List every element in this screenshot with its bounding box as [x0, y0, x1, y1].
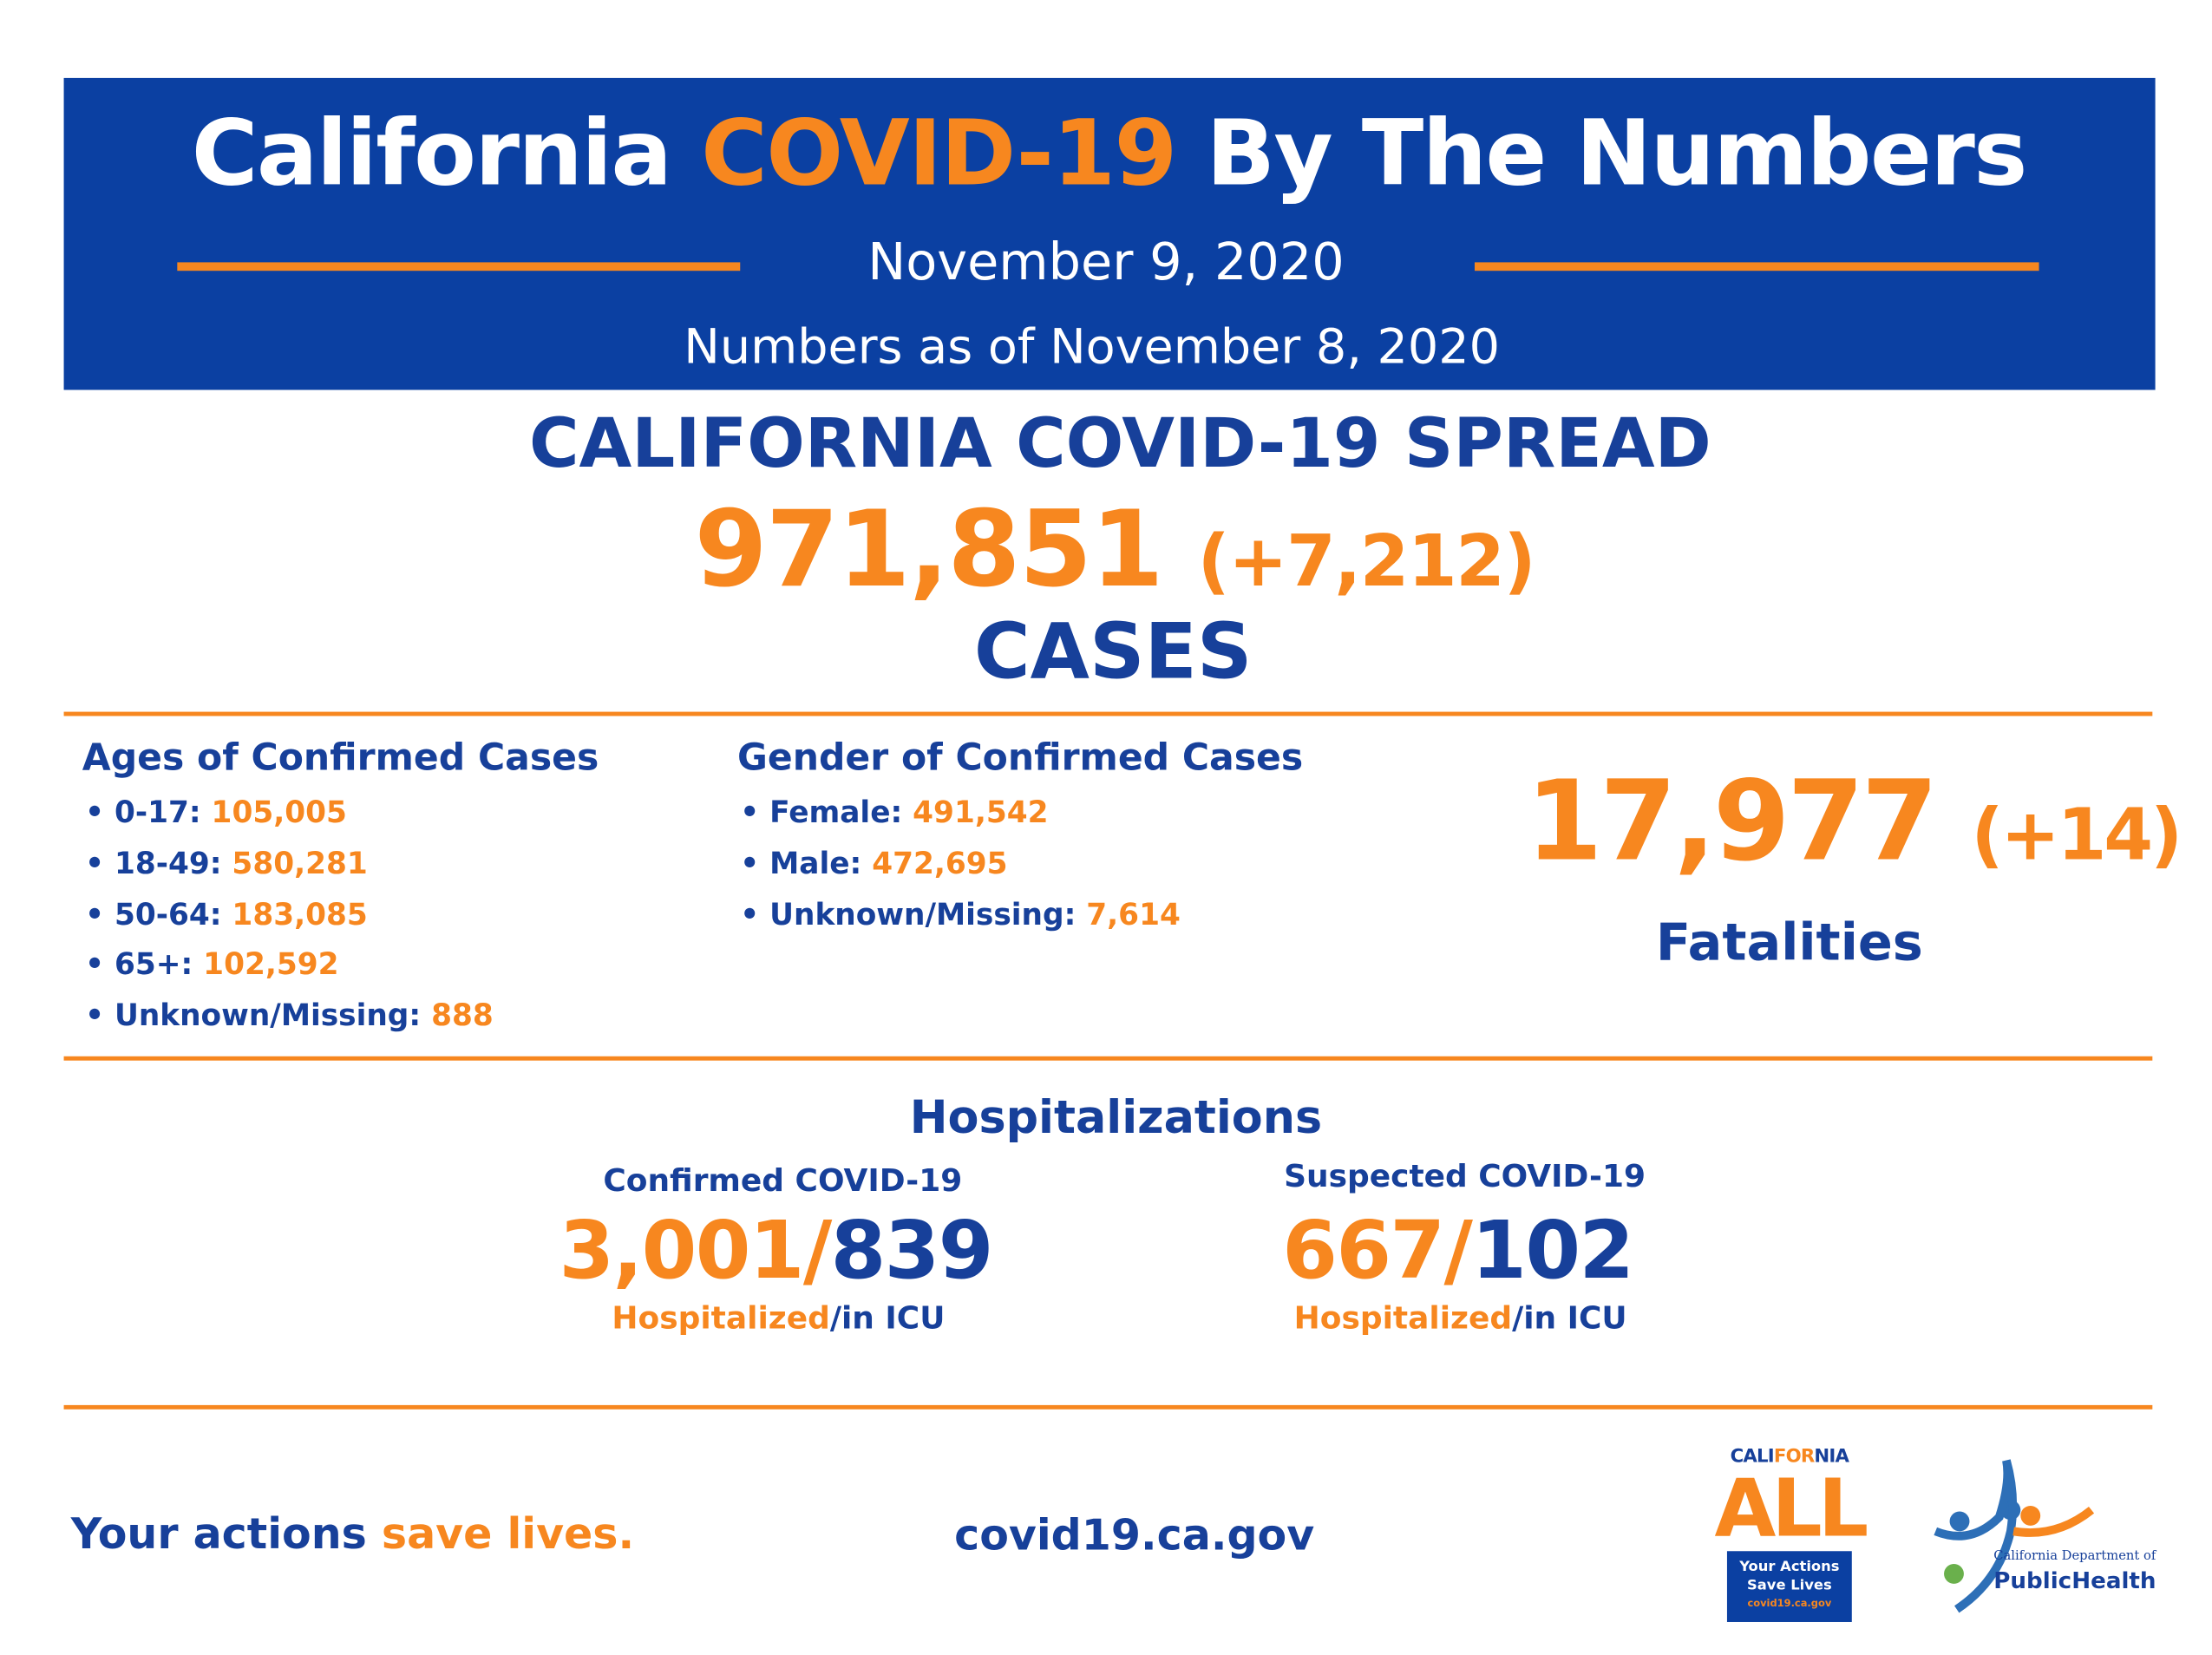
item-label: • 65+: [85, 947, 193, 982]
icu-label-text: /in ICU [1512, 1301, 1627, 1338]
item-value: 183,085 [232, 897, 368, 932]
rule [63, 1404, 2153, 1410]
list-item: • Unknown/Missing: 7,614 [740, 897, 1181, 931]
logo-text: Your Actions [1739, 1560, 1840, 1576]
logo-text: NIA [1814, 1446, 1849, 1468]
gender-title: Gender of Confirmed Cases [736, 736, 1304, 781]
cdph-logo: California Department of PublicHealth [1928, 1453, 2163, 1623]
logo-text: ALL [1714, 1462, 1868, 1556]
logo-text: CALI [1730, 1446, 1775, 1468]
hosp-label-text: Hospitalized [612, 1301, 830, 1338]
item-value: 7,614 [1086, 897, 1181, 932]
title-part: COVID-19 [701, 101, 1177, 207]
list-item: • Male: 472,695 [740, 847, 1007, 880]
title-part: By The Numbers [1206, 101, 2027, 207]
hosp-numbers: 667/102 [1282, 1205, 1634, 1298]
item-label: • 18-49: [85, 846, 222, 880]
icu: 102 [1471, 1205, 1634, 1298]
logo-text: covid19.ca.gov [1747, 1598, 1832, 1610]
item-value: 580,281 [232, 846, 368, 880]
item-value: 102,592 [203, 947, 339, 982]
title-part: California [191, 101, 672, 207]
case-count: 971,851 [694, 488, 1163, 612]
list-item: • 18-49: 580,281 [85, 847, 368, 880]
cases: 971,851 (+7,212) [694, 489, 1535, 612]
fatalities-label: Fatalities [1655, 914, 1923, 973]
item-label: • Male: [740, 846, 862, 880]
hospitalized: 667 [1282, 1205, 1445, 1298]
hosp-numbers: 3,001/839 [559, 1205, 994, 1298]
cases-label: CASES [973, 606, 1253, 697]
item-label: • 0-17: [85, 795, 201, 830]
list-item: • 0-17: 105,005 [85, 795, 347, 829]
case-change: (+7,212) [1197, 520, 1535, 603]
item-value: 472,695 [872, 846, 1008, 880]
fatality-change: (+14) [1971, 794, 2183, 877]
divider [1474, 262, 2039, 271]
header-banner [63, 77, 2156, 390]
hosp-group-title: Confirmed COVID-19 [603, 1164, 962, 1200]
hosp-title: Hospitalizations [909, 1090, 1323, 1145]
hosp-group-title: Suspected COVID-19 [1284, 1160, 1646, 1195]
list-item: • 50-64: 183,085 [85, 897, 368, 931]
date: November 9, 2020 [867, 233, 1345, 292]
fatality-count: 17,977 [1525, 758, 1939, 886]
icu: 839 [830, 1205, 994, 1298]
ages-title: Ages of Confirmed Cases [82, 736, 599, 781]
hosp-label: Hospitalized/in ICU [612, 1302, 945, 1338]
list-item: • Unknown/Missing: 888 [85, 998, 494, 1032]
logo-text: California Department of [1993, 1549, 2156, 1564]
slogan-start: Your actions [70, 1509, 367, 1560]
hosp-label: Hospitalized/in ICU [1294, 1302, 1627, 1338]
title: California COVID-19 By The Numbers [191, 101, 2028, 207]
rule [63, 1056, 2153, 1061]
item-label: • 50-64: [85, 897, 222, 932]
url[interactable]: covid19.ca.gov [954, 1511, 1315, 1561]
logo-text: FOR [1773, 1446, 1815, 1468]
hosp-group-title-text: Suspected COVID-19 [1284, 1160, 1646, 1195]
slogan: Your actions save lives. [71, 1510, 634, 1560]
ca-all-logo: CALIFORNIA ALL Your Actions Save Lives c… [1714, 1446, 1868, 1623]
item-value: 105,005 [211, 795, 347, 830]
hospitalized: 3,001 [559, 1205, 804, 1298]
as-of: Numbers as of November 8, 2020 [684, 318, 1500, 376]
item-label: • Unknown/Missing: [85, 998, 422, 1033]
hosp-group-title-text: Confirmed COVID-19 [603, 1164, 963, 1200]
fatalities: 17,977 (+14) [1525, 758, 2183, 886]
list-item: • Female: 491,542 [740, 795, 1048, 829]
hosp-label-text: Hospitalized [1293, 1301, 1513, 1338]
item-value: 491,542 [913, 795, 1049, 830]
divider [177, 262, 741, 271]
logo-text: PublicHealth [1993, 1567, 2156, 1594]
slogan-end: save lives. [381, 1509, 635, 1560]
item-value: 888 [431, 998, 494, 1033]
logo-text: Save Lives [1746, 1578, 1832, 1594]
spread-title: CALIFORNIA COVID-19 SPREAD [528, 403, 1711, 484]
rule [63, 711, 2153, 716]
list-item: • 65+: 102,592 [85, 948, 338, 982]
icu-label-text: /in ICU [829, 1301, 946, 1338]
item-label: • Unknown/Missing: [740, 897, 1077, 932]
item-label: • Female: [740, 795, 903, 830]
